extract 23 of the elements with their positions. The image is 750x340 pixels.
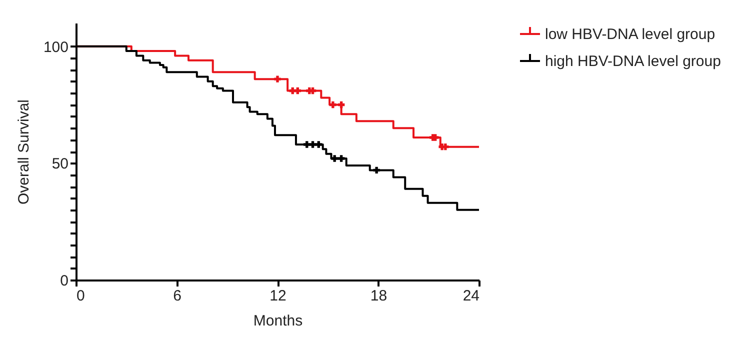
point: [331, 155, 338, 162]
x-tick-label: 18: [370, 288, 388, 304]
point: [373, 166, 380, 174]
point: [294, 87, 302, 94]
x-axis-title: Months: [253, 312, 303, 330]
point: [338, 101, 345, 108]
point: [304, 141, 310, 148]
point: [309, 141, 316, 148]
x-tick-label: 24: [462, 288, 480, 304]
legend-label: low HBV-DNA level group: [545, 26, 716, 43]
legend-label: high HBV-DNA level group: [545, 53, 721, 70]
point: [442, 143, 449, 150]
y-tick-label: 50: [52, 156, 68, 173]
x-tick-label: 6: [173, 288, 182, 304]
point: [274, 76, 281, 82]
point: [338, 155, 345, 162]
y-tick-label: 100: [43, 38, 68, 56]
point: [315, 141, 322, 148]
x-tick-label: 12: [270, 288, 286, 304]
y-axis-title: Overall Survival: [15, 99, 32, 205]
x-tick-label: 0: [76, 288, 85, 304]
y-tick-label: 0: [60, 272, 68, 290]
point: [330, 101, 336, 108]
